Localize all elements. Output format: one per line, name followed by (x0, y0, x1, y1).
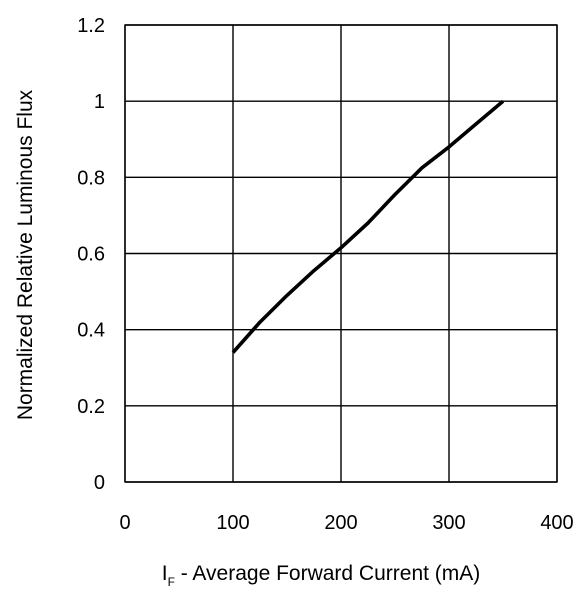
y-tick-label: 0 (94, 472, 105, 494)
x-tick-label: 300 (432, 512, 465, 534)
x-axis-title-subscript: F (168, 575, 175, 589)
x-tick-label: 200 (324, 512, 357, 534)
x-axis-title-rest: - Average Forward Current (mA) (175, 562, 480, 585)
y-tick-label: 1.2 (77, 15, 105, 37)
y-tick-label: 1 (94, 91, 105, 113)
y-tick-label: 0.2 (77, 396, 105, 418)
grid (125, 25, 557, 482)
x-tick-label: 100 (216, 512, 249, 534)
x-tick-label: 400 (540, 512, 573, 534)
y-tick-label: 0.8 (77, 167, 105, 189)
y-tick-label: 0.4 (77, 320, 105, 342)
x-axis-title: IF - Average Forward Current (mA) (162, 562, 481, 589)
y-axis-title: Normalized Relative Luminous Flux (14, 89, 37, 420)
y-axis-ticks: 0 0.2 0.4 0.6 0.8 1 1.2 (77, 15, 105, 494)
x-axis-ticks: 0 100 200 300 400 (119, 512, 573, 534)
series-layer (233, 101, 503, 352)
series-line (233, 101, 503, 352)
y-tick-label: 0.6 (77, 244, 105, 266)
x-tick-label: 0 (119, 512, 130, 534)
